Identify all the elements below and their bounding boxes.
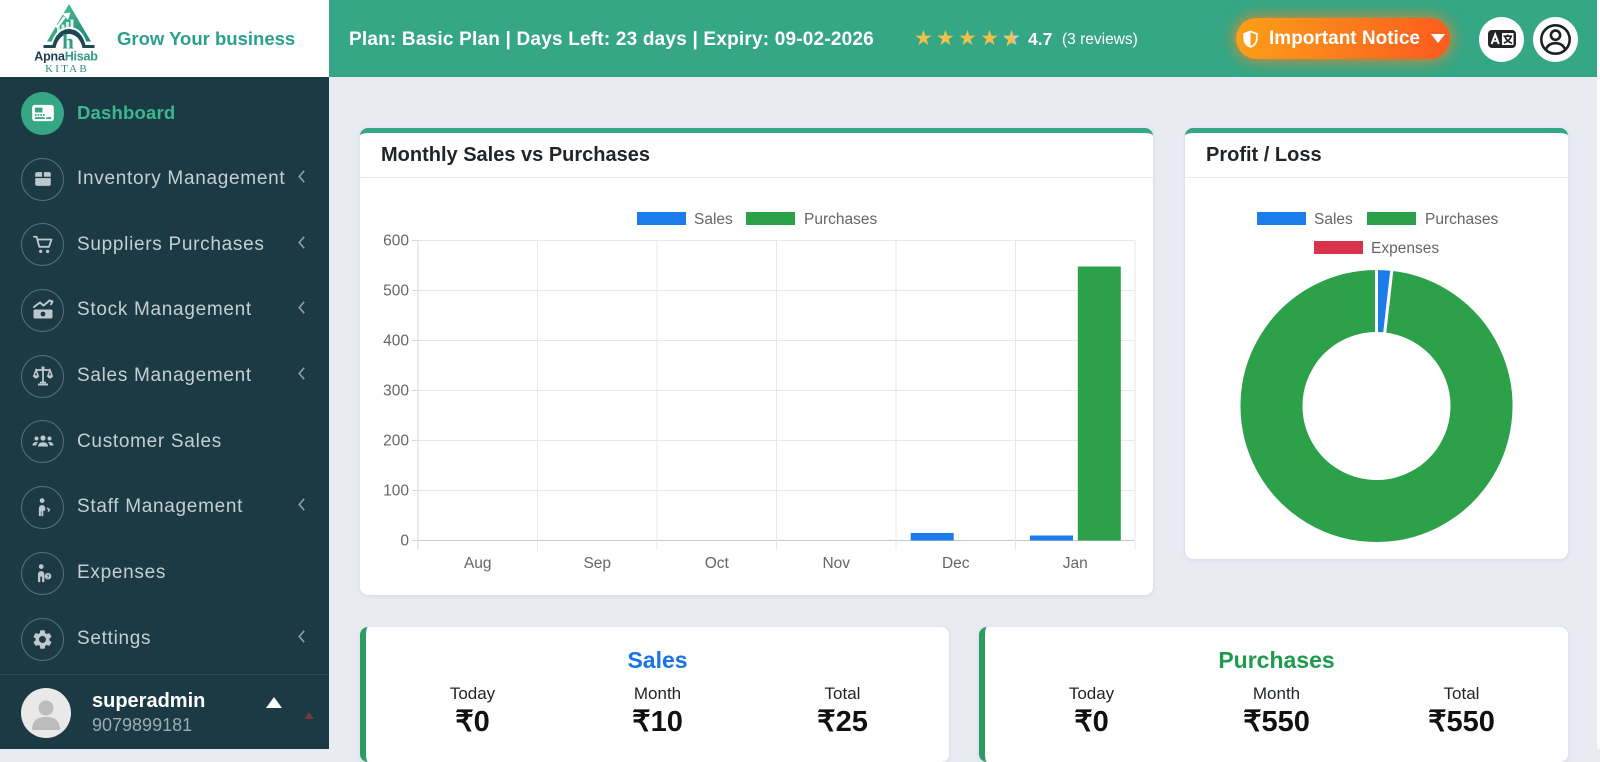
svg-text:Aug: Aug xyxy=(464,555,492,572)
svg-text:Purchases: Purchases xyxy=(804,211,877,228)
svg-text:Oct: Oct xyxy=(705,555,730,572)
svg-text:ApnaHisab: ApnaHisab xyxy=(34,50,98,64)
svg-text:Sales: Sales xyxy=(1314,211,1353,228)
svg-text:Purchases: Purchases xyxy=(1425,211,1498,228)
svg-text:500: 500 xyxy=(383,283,409,300)
svg-text:Sep: Sep xyxy=(583,555,611,572)
svg-text:300: 300 xyxy=(383,383,409,400)
svg-text:Dec: Dec xyxy=(942,555,970,572)
svg-text:0: 0 xyxy=(400,533,409,550)
svg-text:?: ? xyxy=(46,575,49,581)
svg-text:Nov: Nov xyxy=(822,555,850,572)
svg-text:400: 400 xyxy=(383,333,409,350)
svg-text:KITAB: KITAB xyxy=(45,63,89,75)
svg-text:Expenses: Expenses xyxy=(1371,240,1439,257)
svg-text:Sales: Sales xyxy=(694,211,733,228)
svg-text:600: 600 xyxy=(383,233,409,250)
svg-text:Jan: Jan xyxy=(1063,555,1088,572)
svg-text:100: 100 xyxy=(383,483,409,500)
svg-text:200: 200 xyxy=(383,433,409,450)
svg-text:h: h xyxy=(62,30,74,54)
